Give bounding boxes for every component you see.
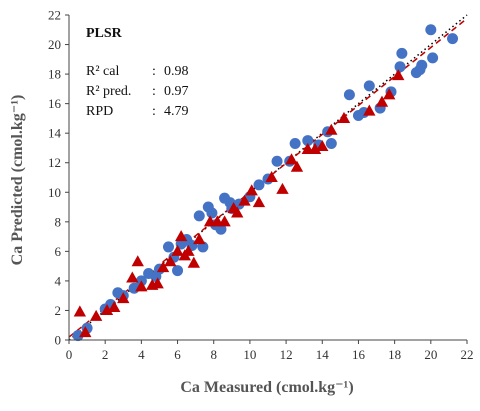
y-tick-label: 20	[48, 37, 61, 52]
prediction-point	[276, 182, 289, 194]
y-tick-label: 14	[48, 126, 62, 141]
prediction-point	[73, 305, 87, 317]
prediction-point	[375, 95, 389, 107]
calibration-point	[363, 80, 375, 92]
annotation-rpd-sep: :	[152, 104, 156, 119]
prediction-point	[383, 88, 396, 100]
calibration-point	[343, 89, 355, 101]
x-tick-label: 6	[174, 347, 181, 362]
calibration-point	[325, 138, 337, 150]
prediction-point	[238, 194, 251, 206]
x-tick-label: 8	[210, 347, 217, 362]
prediction-point	[252, 196, 266, 208]
x-tick-label: 22	[461, 347, 474, 362]
x-tick-label: 16	[352, 347, 366, 362]
prediction-point	[171, 244, 184, 256]
x-tick-label: 14	[316, 347, 330, 362]
prediction-point	[285, 153, 298, 165]
prediction-point	[131, 255, 144, 267]
prediction-point	[117, 292, 130, 304]
x-tick-label: 20	[424, 347, 437, 362]
x-tick-label: 0	[66, 347, 73, 362]
prediction-point	[325, 123, 338, 135]
x-tick-label: 18	[388, 347, 401, 362]
tick-labels: 0 2 4 6 8 10 12 14 16 18 20 22 0 2 4 6 8 10 12 14 16 18 20 22	[48, 8, 474, 363]
y-axis-title: Ca Predicted (cmol.kg⁻¹)	[9, 95, 26, 266]
prediction-point	[182, 244, 195, 256]
prediction-point	[193, 233, 206, 245]
calibration-point	[197, 241, 209, 253]
prediction-point	[151, 277, 164, 289]
annotation-r2cal-value: 0.98	[164, 64, 189, 79]
y-tick-label: 2	[55, 303, 62, 318]
x-tick-label: 4	[138, 347, 145, 362]
data-points	[72, 24, 459, 342]
x-tick-label: 10	[243, 347, 256, 362]
prediction-point	[316, 139, 329, 152]
prediction-point	[156, 261, 170, 273]
prediction-point	[79, 326, 92, 338]
calibration-point	[271, 155, 283, 167]
y-tick-label: 22	[48, 8, 61, 23]
prediction-point	[308, 142, 322, 154]
x-tick-label: 12	[280, 347, 293, 362]
y-tick-label: 0	[55, 333, 62, 348]
prediction-point	[187, 256, 201, 268]
prediction-point	[100, 303, 114, 316]
calibration-point	[396, 47, 408, 59]
prediction-point	[231, 206, 244, 218]
calibration-point	[289, 138, 301, 150]
annotation-rpd-label: RPD	[86, 104, 113, 119]
prediction-point	[392, 69, 405, 81]
y-tick-label: 10	[48, 185, 61, 200]
prediction-point	[265, 171, 278, 183]
x-tick-label: 2	[102, 347, 109, 362]
calibration-point	[215, 223, 227, 235]
prediction-point	[126, 271, 139, 283]
axes	[65, 14, 468, 344]
calibration-point	[253, 179, 265, 191]
calibration-point	[206, 207, 218, 219]
calibration-point	[425, 24, 437, 36]
x-axis-title: Ca Measured (cmol.kg⁻¹)	[180, 379, 353, 396]
prediction-point	[108, 301, 121, 313]
annotation-r2pred-sep: :	[152, 84, 156, 99]
y-tick-label: 12	[48, 155, 61, 170]
annotation-rpd-value: 4.79	[164, 104, 189, 119]
prediction-point	[164, 255, 177, 267]
y-tick-label: 18	[48, 67, 61, 82]
y-tick-label: 8	[55, 214, 62, 229]
calibration-point	[193, 210, 205, 222]
y-tick-label: 16	[48, 96, 62, 111]
calibration-point	[172, 265, 184, 277]
prediction-point	[218, 215, 231, 227]
calibration-point	[394, 61, 406, 73]
prediction-point	[337, 111, 351, 123]
prediction-point	[245, 184, 258, 196]
calibration-point	[447, 33, 459, 45]
prediction-point	[363, 104, 376, 116]
chart-title: PLSR	[86, 26, 123, 41]
calibration-point	[414, 64, 426, 76]
y-tick-label: 4	[55, 273, 62, 288]
y-tick-label: 6	[55, 244, 62, 259]
prediction-point	[89, 309, 103, 321]
annotation-r2cal-label: R² cal	[86, 64, 119, 79]
calibration-point	[163, 241, 174, 253]
calibration-point	[427, 52, 439, 64]
calibration-point	[72, 330, 84, 342]
annotation-r2pred-label: R² pred.	[86, 84, 131, 99]
prediction-point	[290, 160, 304, 172]
prediction-point	[174, 230, 188, 242]
calibration-point	[302, 135, 314, 147]
annotation-r2cal-sep: :	[152, 64, 156, 79]
annotation-r2pred-value: 0.97	[164, 84, 189, 99]
prediction-point	[135, 280, 148, 292]
